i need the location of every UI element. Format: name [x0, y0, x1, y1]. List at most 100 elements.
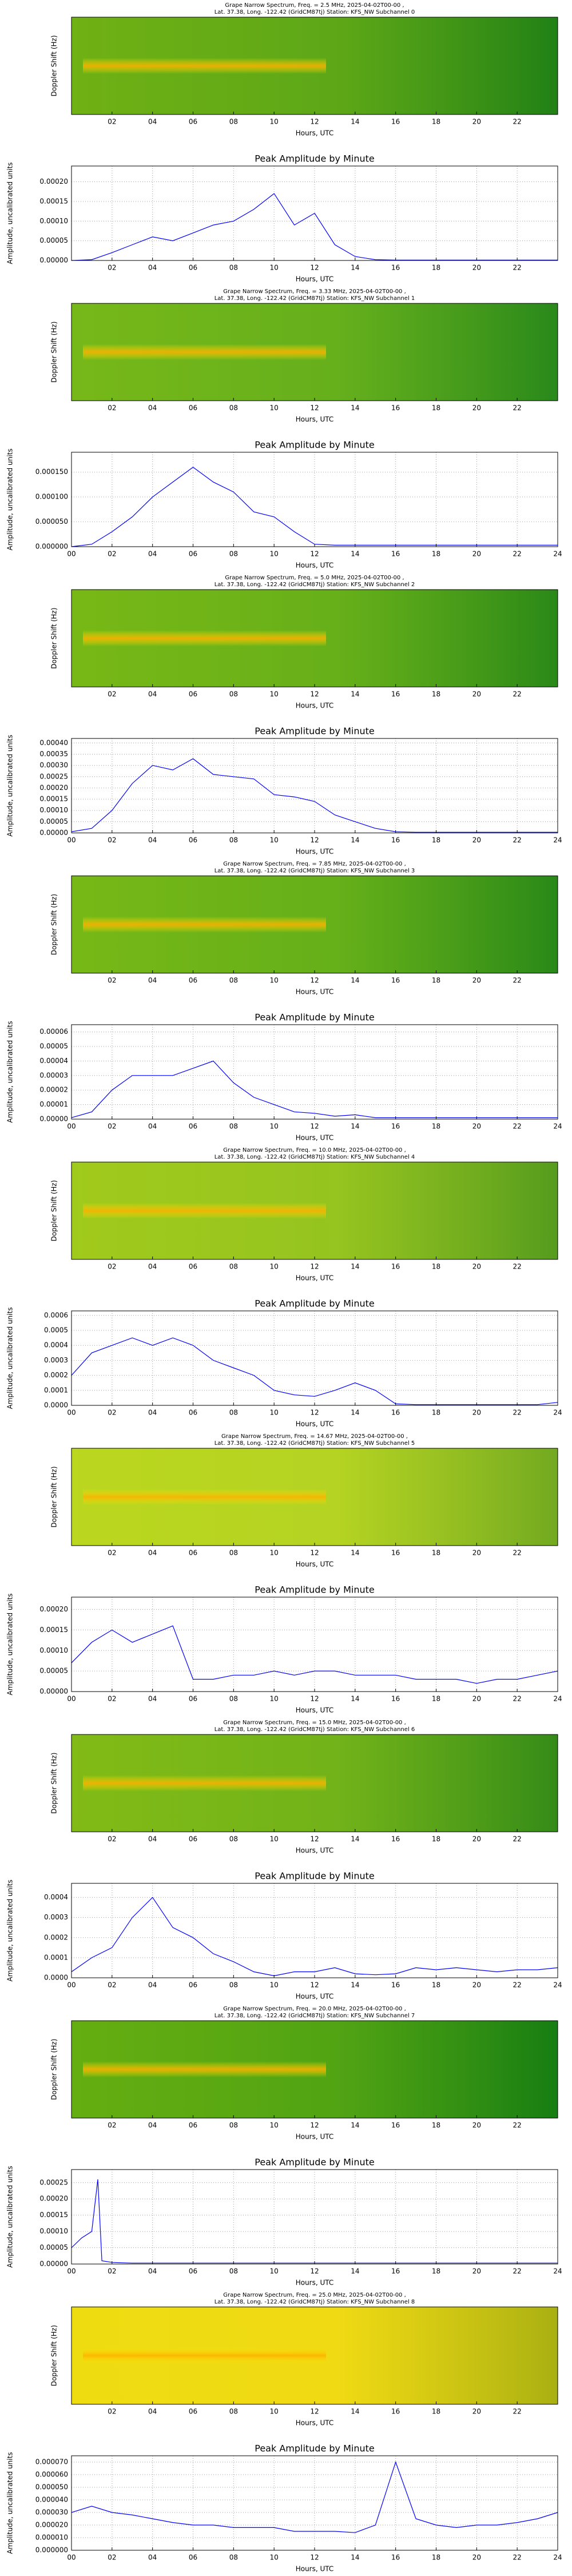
x-tick-label: 22 [513, 2267, 522, 2275]
x-tick-label: 02 [108, 264, 116, 272]
x-tick-label: 24 [553, 1123, 562, 1131]
x-tick-label: 02 [108, 690, 116, 698]
y-axis-label: Amplitude, uncalibrated units [6, 1594, 14, 1696]
x-tick-label: 12 [310, 2554, 319, 2562]
x-tick-label: 08 [229, 977, 238, 985]
y-tick-label: 0.00010 [39, 2227, 68, 2235]
x-tick-label: 06 [189, 1981, 197, 1989]
x-tick-label: 10 [270, 2554, 279, 2562]
y-tick-label: 0.000100 [35, 493, 68, 501]
x-tick-label: 20 [472, 1981, 481, 1989]
x-tick-label: 18 [432, 2554, 440, 2562]
x-tick-label: 22 [513, 404, 522, 412]
y-tick-label: 0.00005 [39, 236, 68, 244]
x-tick-label: 08 [229, 1263, 238, 1271]
chart-subtitle: Lat. 37.38, Long. -122.42 (GridCM87tj) S… [214, 295, 415, 302]
x-tick-label: 04 [148, 836, 157, 844]
x-tick-label: 20 [472, 118, 481, 126]
x-tick-label: 14 [351, 1695, 359, 1703]
x-tick-label: 18 [432, 1123, 440, 1131]
x-tick-label: 08 [229, 1981, 238, 1989]
x-axis-label: Hours, UTC [296, 2565, 334, 2573]
x-tick-label: 06 [189, 264, 197, 272]
x-tick-label: 06 [189, 118, 197, 126]
x-tick-label: 20 [472, 2554, 481, 2562]
y-tick-label: 0.000020 [35, 2521, 68, 2529]
x-tick-label: 22 [513, 2554, 522, 2562]
x-tick-label: 20 [472, 836, 481, 844]
x-tick-label: 02 [108, 1549, 116, 1557]
x-tick-label: 12 [310, 1981, 319, 1989]
x-axis-label: Hours, UTC [296, 848, 334, 856]
x-tick-label: 12 [310, 2121, 319, 2129]
x-tick-label: 14 [351, 550, 359, 558]
x-tick-label: 06 [189, 1695, 197, 1703]
x-tick-label: 08 [229, 2267, 238, 2275]
x-tick-label: 04 [148, 1409, 157, 1417]
x-tick-label: 02 [108, 118, 116, 126]
x-tick-label: 04 [148, 1695, 157, 1703]
x-tick-label: 18 [432, 1409, 440, 1417]
y-tick-label: 0.000010 [35, 2534, 68, 2542]
x-tick-label: 12 [310, 977, 319, 985]
x-tick-label: 20 [472, 1695, 481, 1703]
x-tick-label: 08 [229, 1123, 238, 1131]
x-tick-label: 12 [310, 550, 319, 558]
x-tick-label: 20 [472, 690, 481, 698]
x-tick-label: 18 [432, 118, 440, 126]
x-tick-label: 18 [432, 977, 440, 985]
x-tick-label: 04 [148, 550, 157, 558]
y-axis-label: Amplitude, uncalibrated units [6, 163, 14, 264]
x-tick-label: 10 [270, 404, 279, 412]
y-tick-label: 0.00020 [39, 2195, 68, 2203]
x-tick-label: 22 [513, 1835, 522, 1843]
x-tick-label: 08 [229, 1695, 238, 1703]
spectrogram-band [83, 1489, 326, 1505]
x-tick-label: 02 [108, 404, 116, 412]
x-tick-label: 14 [351, 118, 359, 126]
y-tick-label: 0.0002 [44, 1933, 68, 1941]
x-tick-label: 08 [229, 836, 238, 844]
x-axis-label: Hours, UTC [296, 562, 334, 570]
x-tick-label: 24 [553, 1981, 562, 1989]
y-axis-label: Doppler Shift (Hz) [50, 35, 58, 96]
x-tick-label: 14 [351, 690, 359, 698]
y-axis-label: Doppler Shift (Hz) [50, 2325, 58, 2386]
chart-subtitle: Lat. 37.38, Long. -122.42 (GridCM87tj) S… [214, 2299, 415, 2305]
x-tick-label: 20 [472, 404, 481, 412]
spectrogram-band [83, 630, 326, 646]
x-tick-label: 14 [351, 1835, 359, 1843]
x-tick-label: 16 [391, 1695, 400, 1703]
y-tick-label: 0.00005 [39, 817, 68, 825]
x-tick-label: 20 [472, 1549, 481, 1557]
chart-title: Grape Narrow Spectrum, Freq. = 20.0 MHz,… [223, 2006, 406, 2012]
y-tick-label: 0.0004 [44, 1893, 68, 1901]
y-tick-label: 0.000050 [35, 2483, 68, 2491]
chart-title: Grape Narrow Spectrum, Freq. = 15.0 MHz,… [223, 1720, 406, 1726]
chart-title: Peak Amplitude by Minute [255, 1012, 375, 1023]
x-tick-label: 10 [270, 2121, 279, 2129]
x-tick-label: 22 [513, 264, 522, 272]
chart-title: Peak Amplitude by Minute [255, 726, 375, 737]
x-tick-label: 08 [229, 118, 238, 126]
y-tick-label: 0.000060 [35, 2471, 68, 2479]
x-tick-label: 18 [432, 1835, 440, 1843]
x-tick-label: 16 [391, 404, 400, 412]
x-tick-label: 10 [270, 2267, 279, 2275]
x-tick-label: 10 [270, 1409, 279, 1417]
x-tick-label: 12 [310, 1409, 319, 1417]
x-tick-label: 04 [148, 977, 157, 985]
amplitude-line [71, 2179, 558, 2263]
x-tick-label: 14 [351, 1981, 359, 1989]
y-tick-label: 0.00004 [39, 1057, 68, 1065]
x-tick-label: 14 [351, 2408, 359, 2416]
x-tick-label: 18 [432, 836, 440, 844]
x-axis-label: Hours, UTC [296, 1706, 334, 1714]
y-tick-label: 0.00000 [39, 256, 68, 264]
x-tick-label: 14 [351, 1263, 359, 1271]
x-tick-label: 18 [432, 2267, 440, 2275]
chart-title: Peak Amplitude by Minute [255, 2443, 375, 2454]
x-tick-label: 02 [108, 1263, 116, 1271]
spectrogram-band [83, 2348, 326, 2364]
